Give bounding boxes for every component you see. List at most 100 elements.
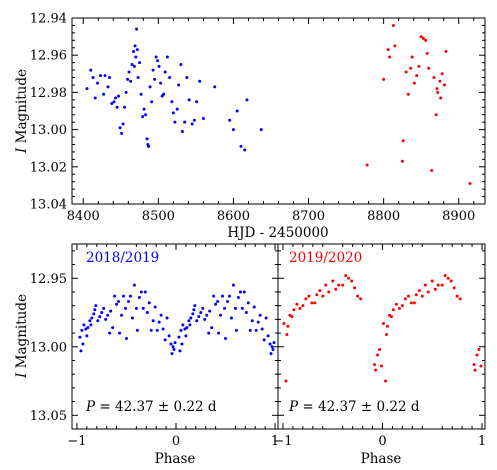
data-point bbox=[153, 77, 157, 81]
data-point bbox=[245, 98, 249, 102]
data-point bbox=[420, 294, 424, 298]
data-point bbox=[240, 306, 244, 310]
data-point bbox=[132, 283, 136, 287]
data-point bbox=[149, 328, 153, 332]
data-point bbox=[228, 118, 232, 122]
top-y-axis-label: I Magnitude bbox=[14, 69, 30, 154]
data-point bbox=[172, 348, 176, 352]
data-point bbox=[150, 100, 154, 104]
data-point bbox=[180, 129, 184, 133]
data-point bbox=[238, 290, 242, 294]
data-point bbox=[227, 294, 231, 298]
data-point bbox=[260, 327, 264, 331]
data-point bbox=[381, 321, 385, 325]
data-point bbox=[438, 79, 442, 83]
top-x-ticks: 8400 8500 8600 8700 8800 8900 bbox=[67, 18, 475, 224]
data-point bbox=[114, 96, 118, 100]
data-point bbox=[118, 126, 122, 130]
data-point bbox=[472, 363, 476, 367]
data-point bbox=[85, 334, 89, 338]
season-label-2019-2020: 2019/2020 bbox=[289, 250, 362, 266]
data-point bbox=[234, 328, 238, 332]
data-point bbox=[440, 283, 444, 287]
data-point bbox=[435, 87, 439, 91]
bottom-left-x-tick-label: 1 bbox=[271, 434, 279, 449]
data-point bbox=[135, 48, 139, 52]
data-point bbox=[104, 317, 108, 321]
data-point bbox=[415, 74, 419, 78]
data-point bbox=[295, 302, 299, 306]
data-point bbox=[139, 92, 143, 96]
data-point bbox=[414, 293, 418, 297]
data-point bbox=[406, 294, 410, 298]
data-point bbox=[92, 312, 96, 316]
data-point bbox=[184, 334, 188, 338]
data-point bbox=[201, 116, 205, 120]
data-point bbox=[269, 352, 273, 356]
data-point bbox=[477, 348, 481, 352]
bottom-right-x-ticks: −1 0 1 bbox=[273, 244, 486, 449]
bottom-panel: −1 0 1 −1 0 1 12.95 13.00 13.05 2018/2019 2019… bbox=[14, 243, 486, 467]
data-point bbox=[106, 85, 110, 89]
data-point bbox=[468, 182, 472, 186]
data-point bbox=[439, 96, 443, 100]
data-point bbox=[188, 323, 192, 327]
top-y-tick-label: 13.00 bbox=[30, 123, 67, 138]
data-point bbox=[192, 118, 196, 122]
data-point bbox=[359, 297, 363, 301]
data-point bbox=[163, 338, 167, 342]
data-point bbox=[388, 55, 392, 59]
data-point bbox=[138, 61, 142, 65]
data-point bbox=[112, 100, 116, 104]
data-point bbox=[122, 294, 125, 298]
data-point bbox=[103, 74, 107, 78]
data-point bbox=[108, 331, 112, 335]
data-point bbox=[134, 306, 138, 310]
data-point bbox=[376, 353, 380, 357]
data-point bbox=[242, 290, 246, 294]
data-point bbox=[96, 81, 100, 85]
period-label-left: P = 42.37 ± 0.22 d bbox=[85, 399, 217, 415]
data-point bbox=[434, 113, 438, 117]
data-point bbox=[135, 27, 139, 31]
bottom-y-tick-label: 12.95 bbox=[30, 272, 67, 287]
data-point bbox=[185, 326, 189, 330]
bottom-y-axis-label: I Magnitude bbox=[14, 294, 30, 379]
data-point bbox=[229, 316, 233, 320]
data-point bbox=[135, 328, 139, 332]
data-point bbox=[382, 77, 386, 81]
data-point bbox=[400, 159, 404, 163]
top-x-tick-label: 8600 bbox=[217, 209, 250, 224]
data-point bbox=[180, 342, 184, 346]
data-point bbox=[424, 38, 428, 42]
top-x-tick-label: 8400 bbox=[67, 209, 100, 224]
data-point bbox=[334, 287, 338, 291]
data-point bbox=[256, 320, 260, 324]
data-point bbox=[313, 301, 317, 305]
data-point bbox=[167, 334, 171, 338]
data-point bbox=[270, 345, 274, 349]
bottom-left-x-ticks: −1 0 1 bbox=[67, 244, 279, 449]
bottom-left-x-axis-label: Phase bbox=[155, 451, 196, 467]
data-point bbox=[425, 51, 429, 55]
data-point bbox=[292, 308, 296, 312]
data-point bbox=[409, 66, 413, 70]
data-point bbox=[111, 326, 115, 330]
data-point bbox=[192, 308, 196, 312]
data-point bbox=[219, 313, 223, 317]
data-point bbox=[417, 289, 421, 293]
data-point bbox=[108, 76, 112, 80]
data-point bbox=[145, 137, 149, 141]
data-point bbox=[310, 301, 314, 305]
bottom-left-x-tick-label: 0 bbox=[172, 434, 180, 449]
bottom-left-x-tick-label: −1 bbox=[67, 434, 86, 449]
bottom-right-x-tick-label: −1 bbox=[273, 434, 292, 449]
data-point bbox=[427, 66, 431, 70]
data-point bbox=[235, 109, 239, 113]
data-point bbox=[236, 295, 240, 299]
data-point bbox=[284, 379, 288, 383]
data-point bbox=[446, 276, 450, 280]
top-y-tick-label: 12.94 bbox=[30, 12, 67, 27]
top-y-tick-label: 12.96 bbox=[30, 49, 67, 64]
